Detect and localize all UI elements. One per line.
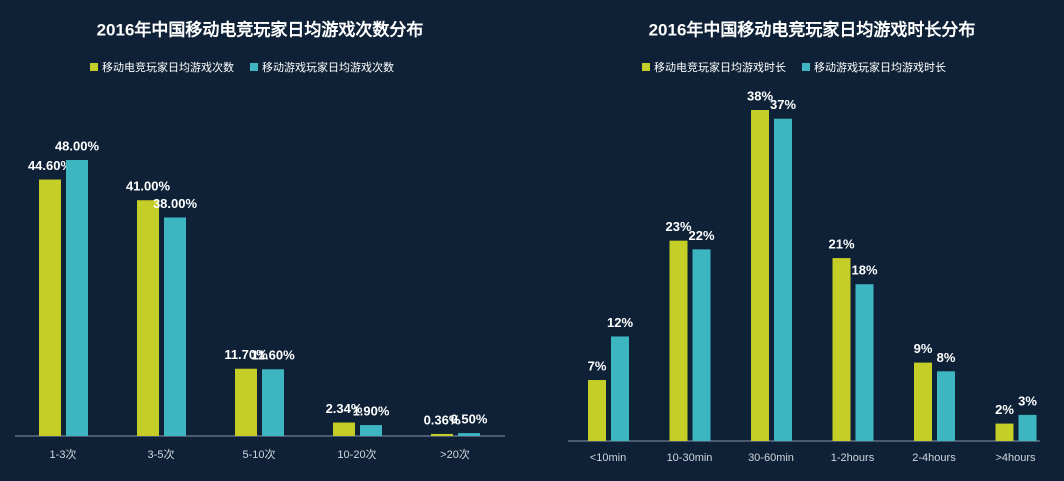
- bar: [431, 433, 453, 436]
- legend-swatch: [250, 63, 258, 71]
- x-tick-label: 1-3次: [50, 447, 77, 461]
- value-label: 23%: [665, 219, 691, 234]
- x-tick-label: 10-30min: [667, 452, 713, 464]
- bar: [832, 258, 851, 441]
- x-tick-label: <10min: [590, 452, 626, 464]
- bar: [914, 362, 932, 441]
- bar: [360, 425, 382, 436]
- x-tick-label: 1-2hours: [831, 452, 875, 464]
- legend-label: 移动电竞玩家日均游戏时长: [654, 60, 786, 74]
- chart-title: 2016年中国移动电竞玩家日均游戏次数分布: [97, 19, 424, 39]
- chart-title: 2016年中国移动电竞玩家日均游戏时长分布: [649, 19, 976, 39]
- value-label: 18%: [851, 263, 877, 278]
- bar: [333, 422, 355, 436]
- bar: [235, 368, 257, 436]
- legend-swatch: [90, 63, 98, 71]
- value-label: 3%: [1018, 393, 1037, 408]
- legend-label: 移动游戏玩家日均游戏次数: [262, 60, 394, 74]
- value-label: 11.60%: [251, 348, 295, 363]
- bar: [995, 423, 1014, 441]
- legend-label: 移动游戏玩家日均游戏时长: [814, 60, 946, 74]
- legend-swatch: [642, 63, 650, 71]
- bar: [137, 200, 159, 436]
- value-label: 2.34%: [326, 401, 363, 416]
- value-label: 21%: [828, 237, 854, 252]
- bar: [66, 160, 88, 436]
- bar: [751, 110, 769, 441]
- bar: [588, 380, 606, 441]
- value-label: 11.70%: [224, 347, 268, 362]
- value-label: 38.00%: [153, 196, 198, 211]
- bar: [669, 240, 688, 441]
- bar: [164, 217, 186, 436]
- value-label: 7%: [588, 358, 607, 373]
- value-label: 44.60%: [28, 158, 73, 173]
- bar: [692, 249, 711, 441]
- value-label: 12%: [607, 315, 633, 330]
- value-label: 22%: [688, 228, 714, 243]
- x-tick-label: 2-4hours: [912, 452, 956, 464]
- value-label: 0.50%: [451, 412, 488, 427]
- value-label: 37%: [770, 97, 796, 112]
- value-label: 41.00%: [126, 179, 171, 194]
- bar: [774, 118, 792, 442]
- x-tick-label: 5-10次: [242, 447, 275, 461]
- x-tick-label: >4hours: [995, 452, 1036, 464]
- bar: [611, 336, 629, 441]
- value-label: 9%: [914, 341, 933, 356]
- bar: [937, 371, 955, 441]
- value-label: 2%: [995, 402, 1014, 417]
- legend-swatch: [802, 63, 810, 71]
- x-tick-label: >20次: [440, 447, 470, 461]
- value-label: 8%: [937, 350, 956, 365]
- bar: [855, 284, 874, 441]
- bar: [1018, 414, 1037, 441]
- bar: [39, 179, 61, 437]
- x-tick-label: 30-60min: [748, 452, 794, 464]
- bar: [262, 369, 284, 436]
- x-tick-label: 3-5次: [148, 447, 175, 461]
- bar: [458, 433, 480, 436]
- value-label: 1.90%: [353, 404, 390, 419]
- value-label: 48.00%: [55, 138, 100, 153]
- value-label: 0.36%: [424, 412, 461, 427]
- x-tick-label: 10-20次: [337, 447, 376, 461]
- value-label: 38%: [747, 88, 773, 103]
- legend-label: 移动电竞玩家日均游戏次数: [102, 60, 234, 74]
